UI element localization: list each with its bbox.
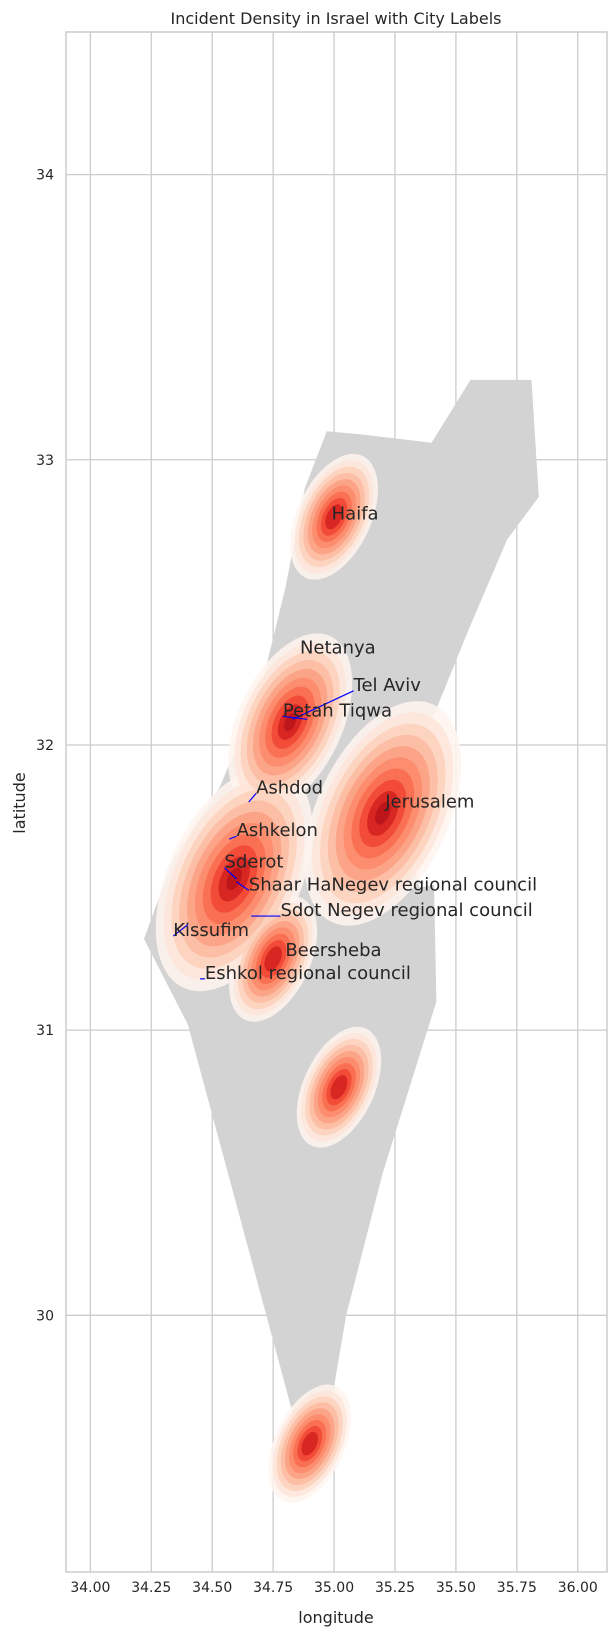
city-label-layer: Haifa Netanya Tel Aviv Petah Tiqwa Ashdod Jer…	[173, 504, 537, 984]
city-label: Shaar HaNegev regional council	[249, 874, 537, 895]
x-tick-label: 34.75	[253, 1580, 293, 1596]
x-tick-label: 34.25	[131, 1580, 171, 1596]
x-axis-label: longitude	[298, 1608, 373, 1627]
x-tick-label: 35.25	[375, 1580, 415, 1596]
x-tick-label: 34.50	[192, 1580, 232, 1596]
city-label: Ashdod	[256, 777, 323, 798]
city-label: Kissufim	[173, 920, 249, 941]
city-label: Eshkol regional council	[205, 963, 411, 984]
x-tick-label: 34.00	[70, 1580, 110, 1596]
density-contour	[264, 946, 282, 972]
plot-frame	[65, 31, 608, 1573]
chart-title: Incident Density in Israel with City Lab…	[171, 9, 502, 28]
tick-label-layer: 34.00 34.25 34.50 34.75 35.00 35.25 35.50 35.75…	[36, 168, 598, 1596]
density-contour	[374, 802, 391, 825]
city-label: Petah Tiqwa	[283, 700, 392, 721]
y-tick-label: 30	[36, 1308, 54, 1324]
connector-line	[229, 835, 237, 840]
density-contour	[301, 1431, 318, 1456]
connector-line	[282, 715, 308, 720]
connector-line	[248, 793, 257, 803]
density-layer	[155, 453, 462, 1503]
x-tick-label: 35.75	[497, 1580, 537, 1596]
city-label: Sdot Negev regional council	[280, 900, 532, 921]
x-tick-label: 35.50	[436, 1580, 476, 1596]
y-tick-label: 33	[36, 453, 54, 469]
y-tick-label: 32	[36, 738, 54, 754]
city-label: Haifa	[332, 504, 379, 525]
city-label: Jerusalem	[384, 792, 474, 813]
x-tick-label: 36.00	[558, 1580, 598, 1596]
connector-layer	[172, 690, 354, 980]
city-label: Sderot	[224, 852, 283, 873]
density-contour	[325, 504, 343, 530]
connector-line	[292, 690, 354, 720]
y-tick-label: 31	[36, 1023, 54, 1039]
connector-line	[172, 924, 189, 937]
connector-line	[223, 867, 237, 880]
density-contour	[330, 1075, 348, 1100]
connector-line	[236, 881, 250, 891]
city-label: Ashkelon	[237, 820, 318, 841]
y-tick-label: 34	[36, 168, 54, 184]
y-axis-label: latitude	[10, 772, 29, 833]
city-label: Netanya	[300, 638, 376, 659]
x-tick-label: 35.00	[314, 1580, 354, 1596]
city-label: Tel Aviv	[353, 675, 422, 696]
city-label: Beersheba	[285, 940, 381, 961]
